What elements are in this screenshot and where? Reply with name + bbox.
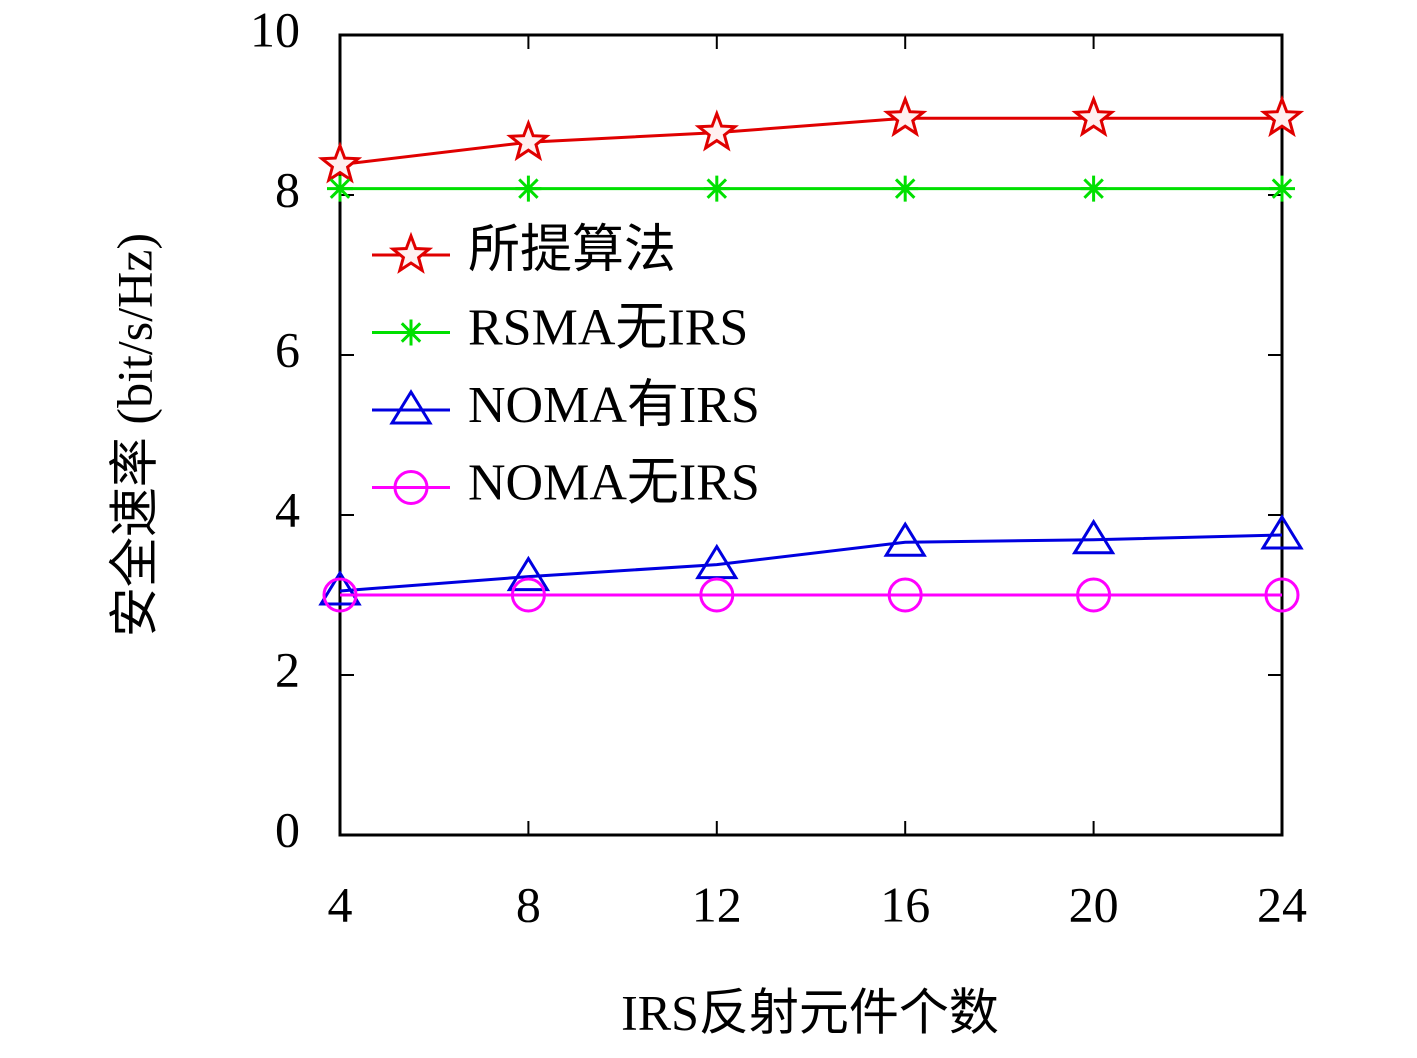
data-point: [506, 555, 551, 592]
y-tick-label: 0: [275, 801, 300, 857]
legend-marker: [393, 470, 429, 505]
data-point: [699, 577, 735, 613]
series-line: [339, 533, 1283, 593]
x-tick-label: 4: [328, 876, 353, 932]
data-point: [1076, 577, 1112, 613]
data-point: [506, 118, 551, 162]
data-point: [318, 570, 362, 606]
series-line: [339, 116, 1282, 167]
y-tick-label: 2: [275, 641, 300, 697]
y-tick-label: 6: [275, 321, 300, 377]
data-point: [1071, 518, 1116, 555]
y-tick-label: 8: [275, 161, 300, 217]
legend-marker: [398, 319, 424, 346]
legend-label: NOMA有IRS: [468, 377, 760, 434]
data-point: [327, 175, 353, 202]
x-tick-label: 16: [880, 876, 930, 932]
x-tick-label: 20: [1069, 876, 1119, 932]
legend-label: RSMA无IRS: [468, 299, 748, 356]
data-point: [317, 141, 363, 184]
data-point: [322, 577, 358, 613]
y-axis-label: 安全速率 (bit/s/Hz): [106, 233, 162, 637]
data-point: [887, 577, 923, 613]
x-axis-label: IRS反射元件个数: [621, 984, 999, 1040]
y-tick-label: 4: [275, 481, 300, 537]
legend-label: 所提算法: [468, 222, 676, 279]
x-tick-label: 12: [692, 876, 742, 932]
data-point: [883, 521, 927, 557]
data-point: [510, 577, 546, 613]
data-point: [1071, 94, 1116, 138]
data-point: [883, 94, 928, 138]
data-point: [892, 175, 919, 202]
data-point: [515, 175, 542, 202]
x-tick-label: 8: [516, 876, 541, 932]
data-point: [1264, 577, 1300, 613]
y-tick-label: 10: [250, 1, 300, 57]
legend-label: NOMA无IRS: [468, 454, 760, 511]
data-point: [1080, 175, 1107, 202]
legend-marker: [389, 389, 433, 425]
legend-marker: [388, 231, 434, 274]
plot-frame: [338, 33, 1284, 837]
data-point: [1259, 94, 1305, 138]
data-point: [694, 109, 739, 152]
data-point: [1260, 514, 1304, 550]
data-point: [1269, 175, 1295, 202]
x-tick-label: 24: [1257, 876, 1307, 932]
data-point: [703, 175, 730, 202]
